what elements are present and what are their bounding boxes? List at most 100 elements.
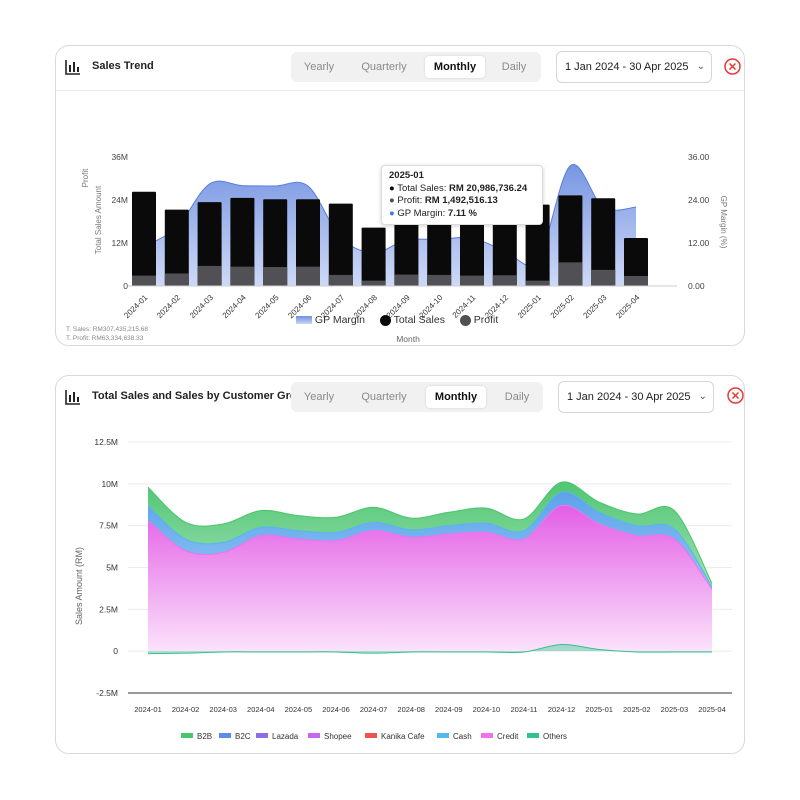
tab-quarterly[interactable]: Quarterly [361, 61, 407, 73]
profit-bar [230, 266, 255, 286]
legend-swatch [219, 733, 231, 738]
date-range-value: 1 Jan 2024 - 30 Apr 2025 [567, 391, 691, 403]
tab-yearly[interactable]: Yearly [303, 391, 335, 403]
y-tick-label: 12M [111, 238, 128, 248]
x-tick-label: 2024-11 [511, 705, 538, 714]
total-sales-bar [624, 237, 648, 286]
totals-footer: T. Sales: RM307,435,215.68 T. Profit: RM… [66, 325, 148, 343]
legend-label: Credit [497, 732, 519, 741]
total-sales-bar [132, 191, 156, 286]
legend-swatch [527, 733, 539, 738]
customer-group-chart: -2.5M 0 2.5M 5M 7.5M 10M 12.5M 2024-01 2024-02 2… [74, 437, 732, 741]
customer-group-header: Total Sales and Sales by Customer Group … [56, 376, 744, 420]
legend-item-total-sales[interactable]: Total Sales [379, 314, 445, 326]
bar-chart-icon [65, 60, 80, 75]
y2-tick-label: 24.00 [688, 195, 710, 205]
chevron-down-icon: ⌄ [698, 391, 707, 402]
profit-bar [197, 265, 222, 286]
y-tick-label: 0 [113, 646, 118, 656]
card-title: Total Sales and Sales by Customer Group [92, 390, 311, 402]
total-sales-bar [361, 227, 386, 286]
legend-label: B2C [235, 732, 251, 741]
x-tick-label: 2024-12 [548, 705, 576, 714]
x-tick-label: 2024-04 [247, 705, 275, 714]
x-tick-label: 2024-05 [285, 705, 313, 714]
profit-bar [427, 274, 452, 286]
y-tick-label: 24M [111, 195, 128, 205]
legend-label: Cash [453, 732, 472, 741]
customer-group-card: Total Sales and Sales by Customer Group … [55, 375, 745, 754]
x-tick-label: 2025-04 [614, 293, 642, 321]
legend-swatch-margin [296, 316, 312, 325]
x-tick-label: 2024-10 [473, 705, 501, 714]
legend-swatch [256, 733, 268, 738]
total-profit-text: T. Profit: RM63,334,638.33 [66, 335, 144, 342]
tab-yearly[interactable]: Yearly [303, 61, 335, 73]
legend-swatch [365, 733, 377, 738]
date-range-picker[interactable]: 1 Jan 2024 - 30 Apr 2025 ⌄ [558, 381, 714, 413]
close-icon[interactable] [727, 387, 744, 404]
period-selector: Yearly Quarterly Monthly Daily [291, 52, 541, 82]
x-tick-label: 2025-01 [516, 293, 544, 321]
close-icon[interactable] [724, 58, 741, 75]
y2-axis-label: GP Margin (%) [719, 196, 728, 249]
sales-trend-header: Sales Trend Yearly Quarterly Monthly Dai… [56, 46, 744, 91]
profit-bar [361, 280, 386, 286]
x-tick-label: 2024-02 [155, 293, 183, 321]
legend-swatch [308, 733, 320, 738]
profit-bar [328, 274, 353, 286]
y-axis-label: Sales Amount (RM) [74, 547, 84, 625]
tab-monthly[interactable]: Monthly [425, 56, 485, 78]
tab-quarterly[interactable]: Quarterly [361, 391, 407, 403]
legend-label: Lazada [272, 732, 299, 741]
profit-bar [624, 275, 648, 286]
x-tick-label: 2024-03 [188, 293, 216, 321]
tab-daily[interactable]: Daily [501, 61, 527, 73]
date-range-picker[interactable]: 1 Jan 2024 - 30 Apr 2025 ⌄ [556, 51, 712, 83]
total-sales-bar [296, 199, 320, 286]
total-sales-bar [591, 198, 616, 286]
profit-bar [296, 266, 320, 286]
tooltip-profit-label: Profit: [397, 195, 423, 206]
x-tick-label: 2025-02 [623, 705, 651, 714]
x-axis-label: Month [396, 334, 420, 344]
tooltip-sales-label: Total Sales: [397, 182, 447, 194]
x-tick-label: 2025-01 [585, 705, 613, 714]
y-tick-label: 10M [101, 479, 118, 489]
profit-bar [164, 273, 189, 286]
x-tick-label: 2024-07 [360, 705, 388, 714]
total-sales-bar [230, 197, 255, 286]
tab-monthly[interactable]: Monthly [426, 386, 486, 408]
x-tick-label: 2024-01 [122, 293, 150, 321]
profit-bar [132, 275, 156, 286]
total-sales-bar [164, 209, 189, 286]
period-selector: Yearly Quarterly Monthly Daily [291, 382, 543, 412]
x-tick-label: 2024-02 [172, 705, 200, 714]
legend-item-profit[interactable]: Profit [459, 314, 498, 326]
chart-legend: GP Margin Total Sales Profit [296, 314, 498, 326]
tooltip-margin-label: GP Margin: [397, 207, 446, 219]
x-tick-label: 2024-01 [134, 705, 162, 714]
legend-label: GP Margin [314, 314, 365, 326]
legend-item-gp-margin[interactable]: GP Margin [296, 314, 365, 326]
card-title: Sales Trend [92, 60, 154, 72]
y-axis-label: Total Sales Amount [94, 185, 103, 254]
profit-bar [591, 269, 616, 286]
sales-trend-card: Sales Trend Yearly Quarterly Monthly Dai… [55, 45, 745, 346]
legend-label: Shopee [324, 732, 352, 741]
cash-line [147, 491, 713, 588]
total-sales-bar [460, 208, 484, 286]
chart-tooltip: 2025-01 ● Total Sales: RM 20,986,736.24 … [381, 165, 543, 225]
tooltip-profit-value: RM 1,492,516.13 [424, 195, 498, 206]
profit-bar [492, 275, 517, 286]
legend-swatch-sales [379, 314, 391, 326]
x-tick-label: 2024-06 [322, 705, 350, 714]
legend-label: Kanika Cafe [381, 732, 425, 741]
y-axis-outer-label: Profit [81, 168, 90, 187]
profit-bar [525, 280, 550, 286]
legend-swatch-profit [459, 314, 471, 326]
tab-daily[interactable]: Daily [504, 391, 530, 403]
profit-bar [263, 267, 288, 286]
chevron-down-icon: ⌄ [696, 61, 705, 72]
